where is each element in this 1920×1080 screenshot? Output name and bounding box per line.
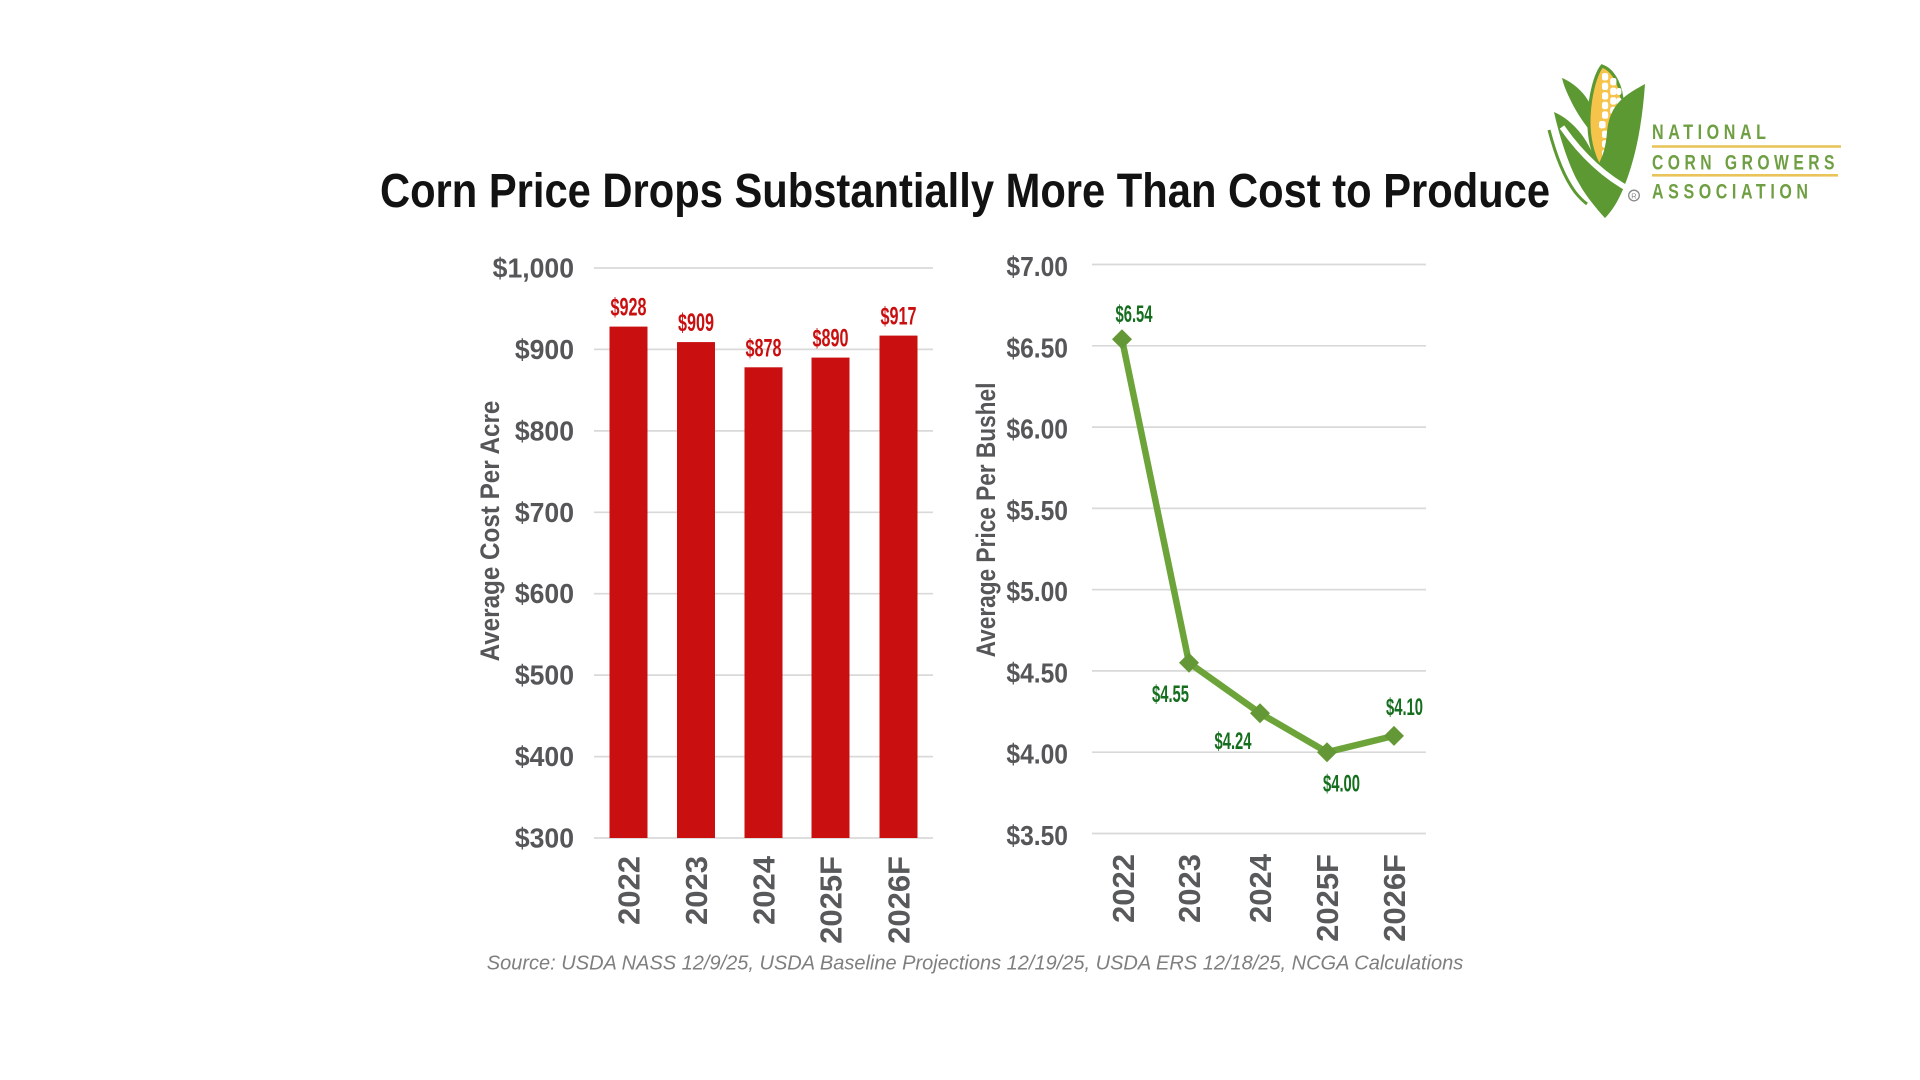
svg-text:$917: $917 (881, 303, 917, 330)
svg-text:$5.00: $5.00 (1006, 576, 1068, 608)
svg-text:2022: 2022 (1106, 854, 1141, 923)
svg-text:2024: 2024 (1243, 853, 1278, 923)
svg-text:$6.00: $6.00 (1006, 413, 1068, 445)
svg-text:2026F: 2026F (1377, 854, 1412, 942)
svg-text:$878: $878 (746, 335, 782, 362)
svg-text:$928: $928 (611, 294, 647, 321)
svg-text:2023: 2023 (1172, 854, 1207, 923)
svg-text:$900: $900 (515, 333, 574, 365)
svg-text:$909: $909 (678, 310, 714, 337)
svg-text:$400: $400 (515, 740, 574, 772)
svg-text:$500: $500 (515, 659, 574, 691)
svg-text:$600: $600 (515, 578, 574, 610)
svg-text:$890: $890 (813, 325, 849, 352)
svg-text:$300: $300 (515, 822, 574, 854)
svg-text:2025F: 2025F (1310, 854, 1345, 942)
svg-text:Source: USDA NASS 12/9/25, USD: Source: USDA NASS 12/9/25, USDA Baseline… (487, 953, 1463, 975)
svg-text:2023: 2023 (679, 856, 714, 925)
svg-text:$3.50: $3.50 (1006, 820, 1068, 852)
svg-text:NATIONAL: NATIONAL (1652, 120, 1771, 144)
svg-text:$700: $700 (515, 496, 574, 528)
svg-text:Average Price Per Bushel: Average Price Per Bushel (971, 383, 1001, 658)
svg-text:R: R (1631, 192, 1637, 201)
svg-text:$4.00: $4.00 (1006, 738, 1068, 770)
svg-text:$4.55: $4.55 (1152, 682, 1189, 708)
svg-text:$4.10: $4.10 (1386, 695, 1423, 721)
svg-text:$7.00: $7.00 (1006, 251, 1068, 283)
svg-text:2026F: 2026F (881, 856, 916, 944)
svg-text:$5.50: $5.50 (1006, 494, 1068, 526)
svg-text:$6.50: $6.50 (1006, 332, 1068, 364)
svg-text:2025F: 2025F (813, 856, 848, 944)
svg-text:Average Cost Per Acre: Average Cost Per Acre (476, 401, 505, 662)
svg-text:$4.00: $4.00 (1323, 771, 1360, 797)
svg-text:CORN GROWERS: CORN GROWERS (1652, 150, 1839, 174)
svg-text:2024: 2024 (746, 855, 781, 925)
svg-text:$4.50: $4.50 (1006, 657, 1068, 689)
svg-text:ASSOCIATION: ASSOCIATION (1652, 179, 1813, 203)
svg-text:$1,000: $1,000 (493, 252, 574, 284)
svg-text:Corn Price Drops Substantially: Corn Price Drops Substantially More Than… (380, 163, 1550, 217)
svg-text:$800: $800 (515, 415, 574, 447)
svg-text:2022: 2022 (611, 856, 646, 925)
svg-text:$6.54: $6.54 (1116, 302, 1153, 328)
svg-text:$4.24: $4.24 (1215, 729, 1252, 755)
